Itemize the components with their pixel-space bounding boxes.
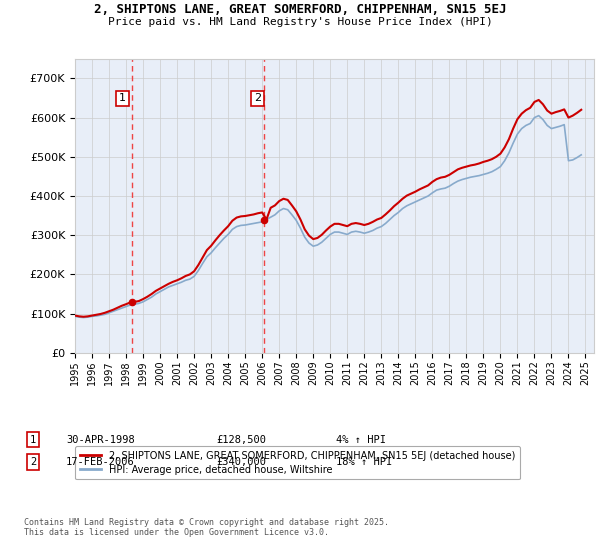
Text: £128,500: £128,500 [216,435,266,445]
Text: 30-APR-1998: 30-APR-1998 [66,435,135,445]
Text: £340,000: £340,000 [216,457,266,467]
Text: Contains HM Land Registry data © Crown copyright and database right 2025.
This d: Contains HM Land Registry data © Crown c… [24,518,389,538]
Text: 18% ↑ HPI: 18% ↑ HPI [336,457,392,467]
Text: 2: 2 [30,457,36,467]
Text: 2, SHIPTONS LANE, GREAT SOMERFORD, CHIPPENHAM, SN15 5EJ: 2, SHIPTONS LANE, GREAT SOMERFORD, CHIPP… [94,3,506,16]
Point [127,298,136,307]
Text: 1: 1 [30,435,36,445]
Text: Price paid vs. HM Land Registry's House Price Index (HPI): Price paid vs. HM Land Registry's House … [107,17,493,27]
Text: 4% ↑ HPI: 4% ↑ HPI [336,435,386,445]
Point [259,215,269,224]
Text: 17-FEB-2006: 17-FEB-2006 [66,457,135,467]
Legend: 2, SHIPTONS LANE, GREAT SOMERFORD, CHIPPENHAM, SN15 5EJ (detached house), HPI: A: 2, SHIPTONS LANE, GREAT SOMERFORD, CHIPP… [74,446,520,479]
Text: 2: 2 [254,94,261,104]
Text: 1: 1 [119,94,126,104]
